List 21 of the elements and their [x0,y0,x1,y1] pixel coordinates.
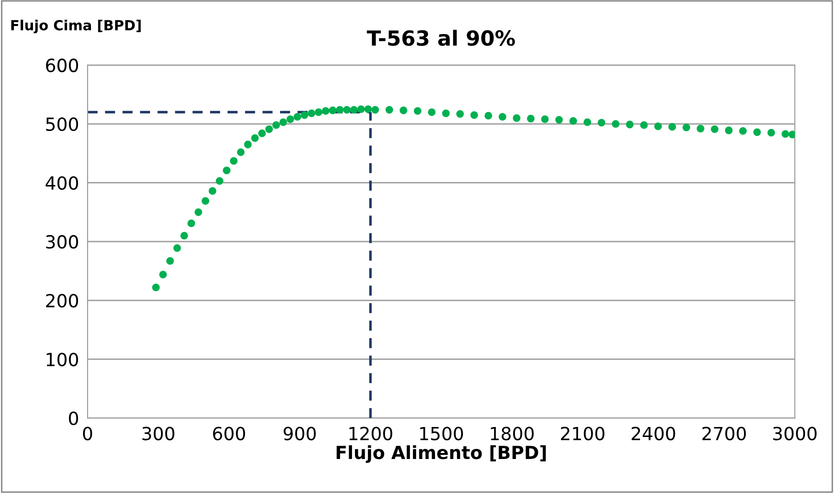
x-tick-label: 1500 [420,426,463,440]
x-tick-label: 2700 [702,426,746,440]
y-tick-label: 0 [68,412,78,426]
chart-title: T-563 al 90% [366,30,515,46]
x-tick-label: 600 [213,426,246,440]
x-tick-label: 2100 [560,426,604,440]
x-tick-label: 1800 [490,426,534,440]
x-axis-title: Flujo Alimento [BPD] [336,445,546,463]
x-tick-label: 3000 [773,426,817,440]
x-tick-label: 900 [284,426,316,440]
x-tick-label: 300 [142,426,174,440]
y-tick-label: 300 [46,235,78,249]
y-tick-label: 100 [46,352,78,366]
x-tick-label: 0 [83,426,92,440]
y-tick-label: 200 [46,294,78,308]
x-tick-label: 2400 [632,426,676,440]
y-tick-label: 400 [46,176,78,190]
y-axis-title: Flujo Cima [BPD] [11,20,141,34]
y-tick-label: 600 [46,58,78,72]
y-tick-label: 500 [46,117,78,132]
x-tick-label: 1200 [349,426,392,440]
